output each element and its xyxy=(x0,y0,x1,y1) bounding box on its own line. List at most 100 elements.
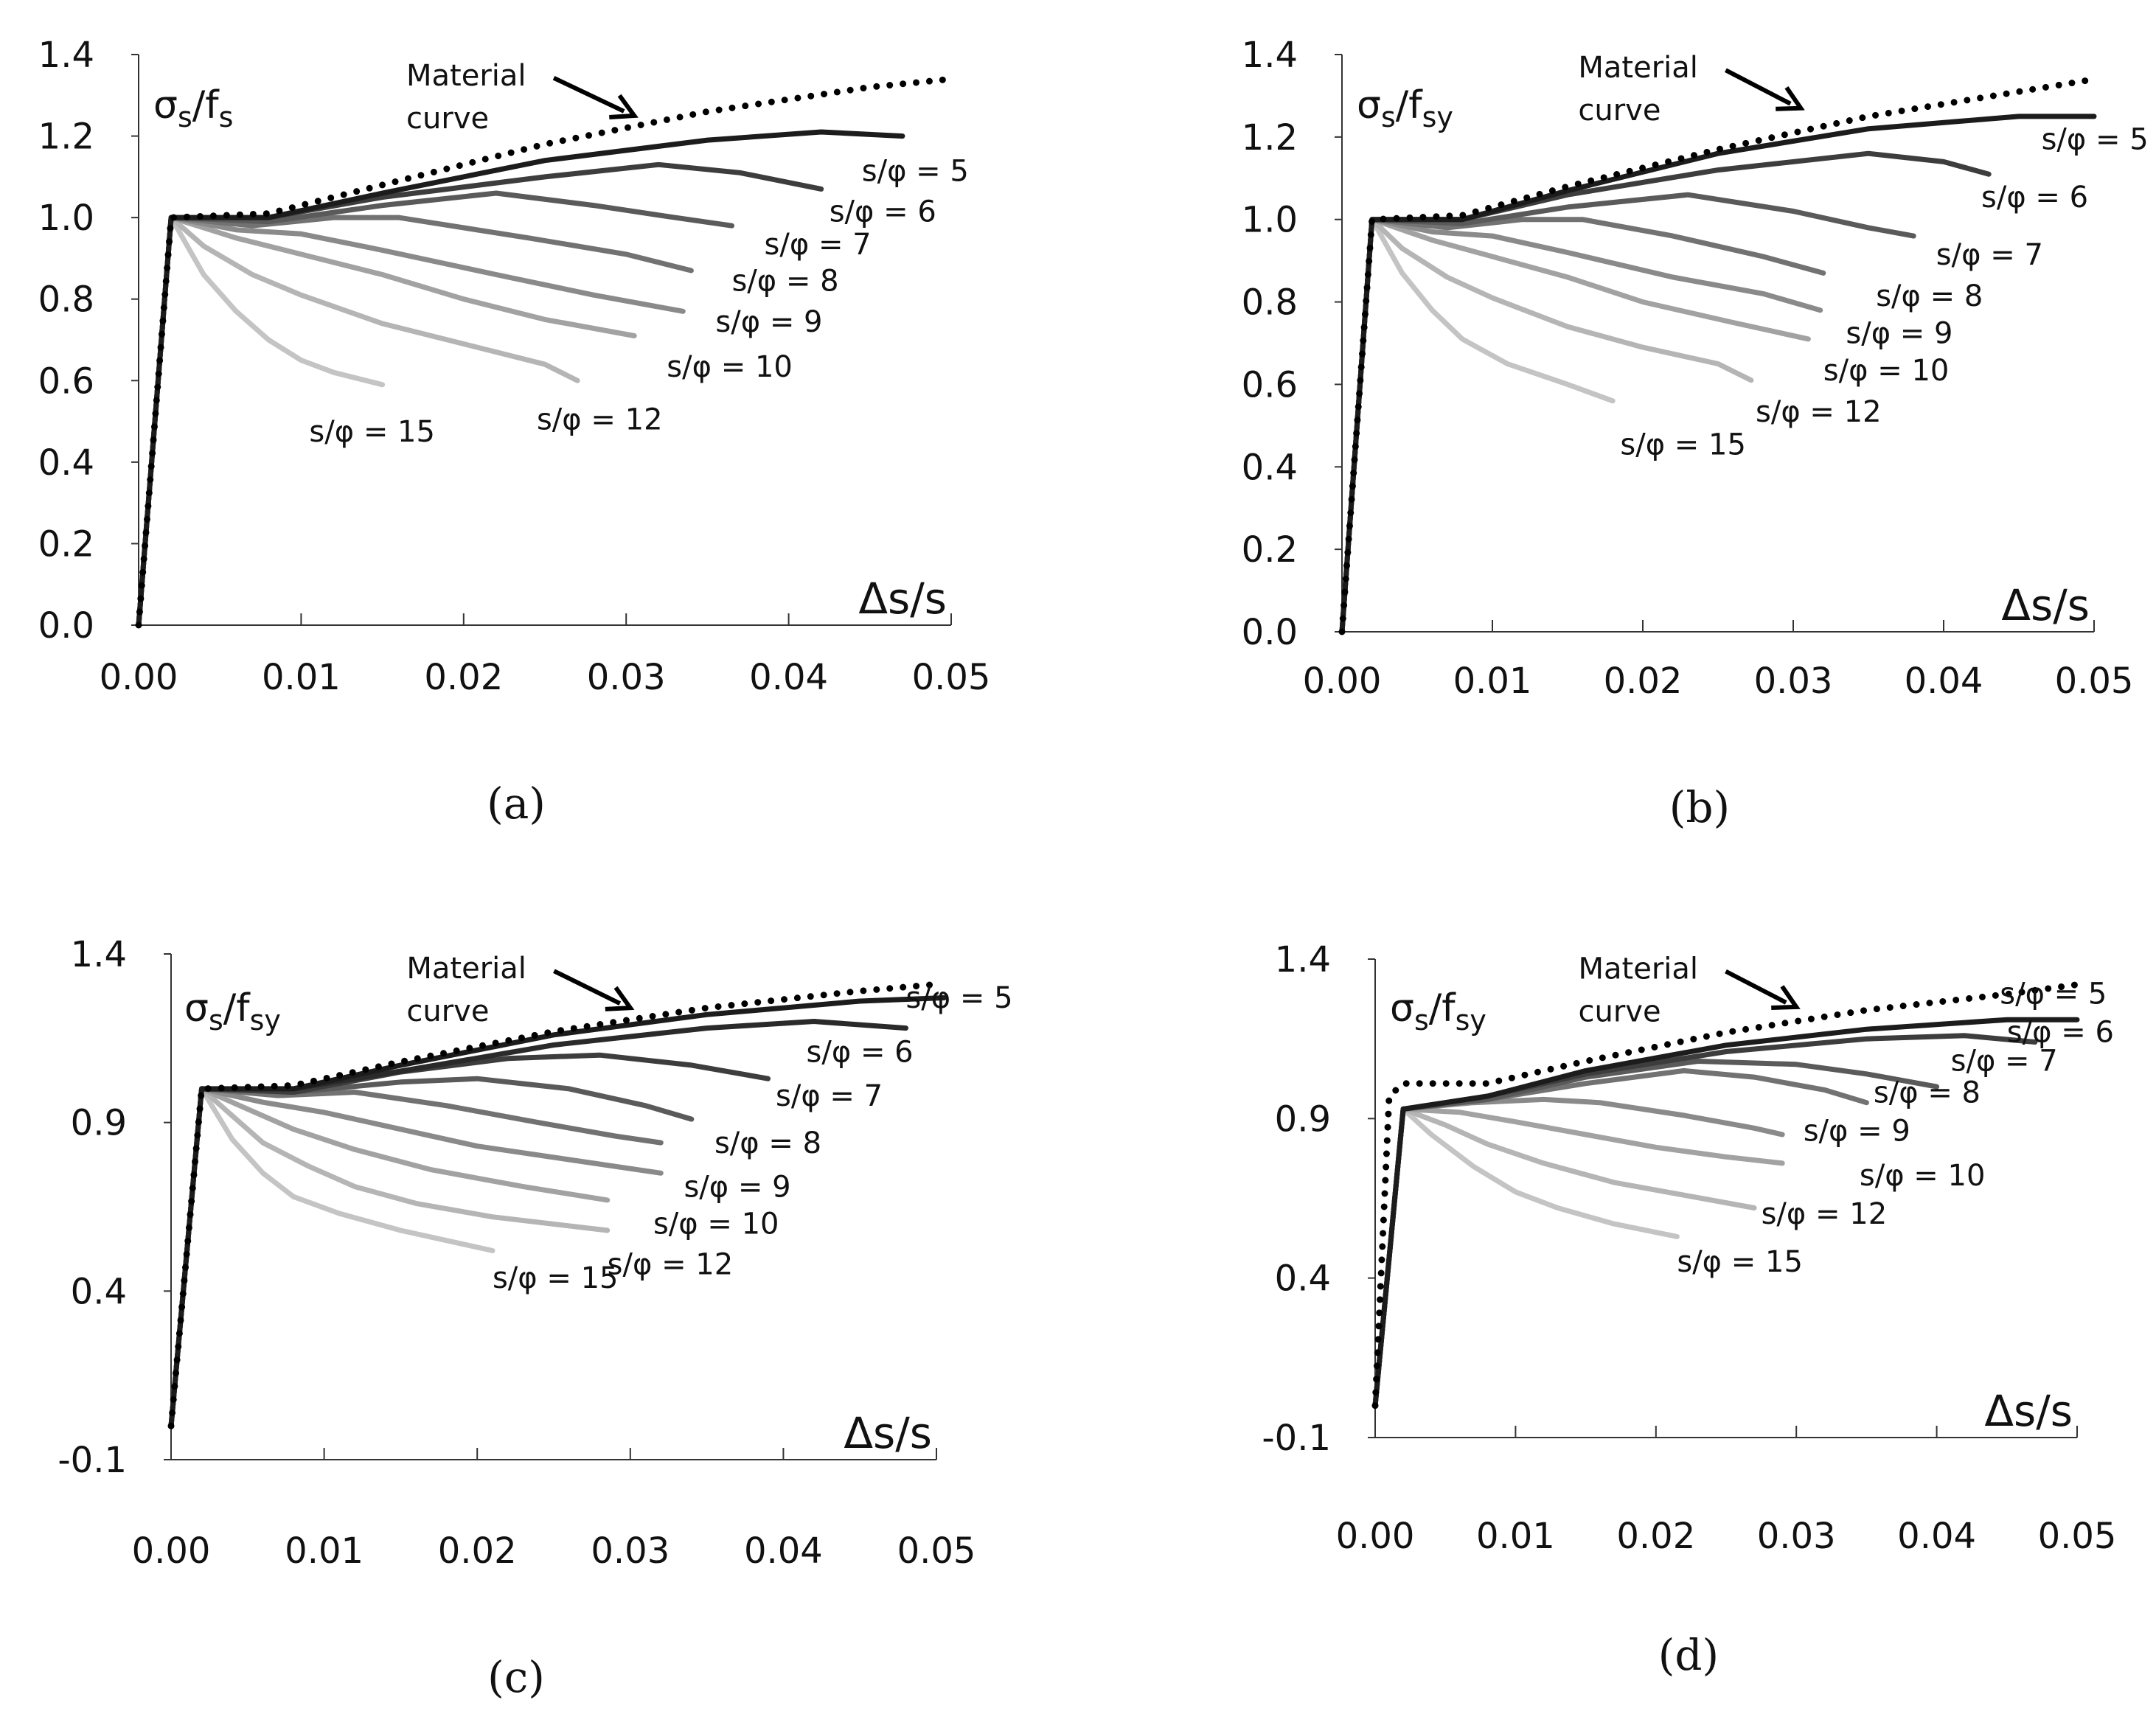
y-tick-label: 0.0 xyxy=(38,605,94,647)
x-tick-label: 0.00 xyxy=(100,657,178,698)
series-label: s/φ = 15 xyxy=(493,1261,619,1295)
x-tick-label: 0.01 xyxy=(1476,1516,1555,1557)
series-label: s/φ = 15 xyxy=(1677,1245,1803,1279)
y-tick-label: 0.4 xyxy=(1242,447,1298,488)
x-tick-label: 0.03 xyxy=(591,1530,670,1572)
material-arrow xyxy=(552,76,625,114)
series-line xyxy=(1372,1106,1680,1409)
y-tick-label: 0.9 xyxy=(71,1103,127,1144)
x-tick-label: 0.04 xyxy=(749,657,828,698)
x-tick-label: 0.01 xyxy=(262,657,341,698)
chart-panel-2: -0.1 0.4 0.9 1.4 0.00 0.01 0.02 0.03 0.04 0.05 σs/… xyxy=(58,934,1012,1702)
y-axis-label: σs/fs xyxy=(153,83,233,133)
material-label: curve xyxy=(1578,94,1661,128)
x-axis-label: Δs/s xyxy=(2001,580,2090,630)
x-tick-label: 0.02 xyxy=(1616,1516,1695,1557)
x-tick-label: 0.03 xyxy=(1754,661,1833,702)
series-line xyxy=(1339,114,2097,635)
material-label: Material xyxy=(406,59,526,93)
x-tick-label: 0.00 xyxy=(1336,1516,1415,1557)
y-tick-label: 0.4 xyxy=(1275,1258,1331,1300)
y-tick-label: 0.0 xyxy=(1242,612,1298,653)
series-line xyxy=(1372,1017,2080,1409)
x-tick-label: 0.00 xyxy=(132,1530,211,1572)
series-label: s/φ = 8 xyxy=(1876,279,1983,313)
y-tick-label: 1.2 xyxy=(38,116,94,158)
y-axis-label: σs/fsy xyxy=(1357,83,1453,133)
material-curve-line xyxy=(1371,981,2081,1410)
y-tick-label: -0.1 xyxy=(1262,1418,1331,1459)
series-label: s/φ = 12 xyxy=(537,403,663,437)
material-arrow-head xyxy=(1771,985,1801,1011)
y-tick-label: 0.4 xyxy=(38,442,94,484)
series-label: s/φ = 6 xyxy=(1981,181,2088,215)
x-axis-label: Δs/s xyxy=(844,1408,932,1458)
material-arrow-head xyxy=(609,94,639,120)
y-tick-label: 0.6 xyxy=(1242,364,1298,405)
material-arrow xyxy=(553,969,622,1006)
series-label: s/φ = 10 xyxy=(653,1208,779,1241)
x-tick-label: 0.05 xyxy=(2055,661,2134,702)
y-tick-label: 0.6 xyxy=(38,360,94,402)
series-label: s/φ = 10 xyxy=(667,350,793,384)
x-tick-label: 0.05 xyxy=(897,1530,976,1572)
series-label: s/φ = 8 xyxy=(731,265,838,299)
x-tick-label: 0.02 xyxy=(424,657,503,698)
y-tick-label: 1.0 xyxy=(1242,200,1298,241)
x-tick-label: 0.01 xyxy=(1453,661,1532,702)
y-tick-label: 1.2 xyxy=(1242,117,1298,158)
series-label: s/φ = 8 xyxy=(714,1126,821,1160)
series-line xyxy=(291,1019,908,1092)
series-line xyxy=(136,215,386,628)
series-label: s/φ = 9 xyxy=(715,305,822,339)
series-label: s/φ = 7 xyxy=(776,1079,883,1113)
material-arrow xyxy=(1725,68,1792,106)
series-line xyxy=(136,215,580,628)
series-label: s/φ = 9 xyxy=(1804,1115,1910,1149)
material-label: curve xyxy=(406,994,489,1028)
series-line xyxy=(168,1086,611,1429)
series-label: s/φ = 6 xyxy=(807,1035,914,1069)
x-tick-label: 0.05 xyxy=(2038,1516,2117,1557)
x-axis-label: Δs/s xyxy=(858,574,947,624)
chart-panel-0: 0.0 0.2 0.4 0.6 0.8 1.0 1.2 1.4 0.00 0.01 0.02 0.03… xyxy=(38,35,991,829)
x-tick-label: 0.02 xyxy=(438,1530,517,1572)
material-arrow-head xyxy=(605,986,635,1011)
material-label: Material xyxy=(1579,952,1699,986)
x-tick-label: 0.04 xyxy=(1897,1516,1976,1557)
material-arrow-head xyxy=(1776,86,1805,111)
panel-label: (a) xyxy=(487,778,546,829)
series-label: s/φ = 8 xyxy=(1874,1076,1981,1110)
series-line xyxy=(168,1086,495,1429)
series-label: s/φ = 12 xyxy=(608,1247,734,1281)
chart-panel-3: -0.1 0.4 0.9 1.4 0.00 0.01 0.02 0.03 0.04 0.05 σs/… xyxy=(1262,939,2116,1680)
series-label: s/φ = 5 xyxy=(2042,123,2149,157)
x-tick-label: 0.04 xyxy=(1905,661,1983,702)
x-tick-label: 0.05 xyxy=(912,657,991,698)
series-label: s/φ = 12 xyxy=(1762,1197,1888,1231)
chart-panel-1: 0.0 0.2 0.4 0.6 0.8 1.0 1.2 1.4 0.00 0.01 0.02 0.03… xyxy=(1242,35,2149,832)
series-label: s/φ = 10 xyxy=(1823,354,1950,388)
series-line xyxy=(168,1086,664,1429)
y-axis-label: σs/fsy xyxy=(184,986,281,1037)
y-tick-label: 1.0 xyxy=(38,198,94,239)
material-label: Material xyxy=(406,952,526,986)
series-label: s/φ = 15 xyxy=(1620,428,1746,462)
series-label: s/φ = 7 xyxy=(1936,238,2043,272)
y-tick-label: 0.9 xyxy=(1275,1098,1331,1140)
series-label: s/φ = 12 xyxy=(1756,395,1882,429)
series-line xyxy=(1372,1067,1869,1409)
panel-label: (c) xyxy=(487,1652,545,1702)
x-tick-label: 0.00 xyxy=(1303,661,1382,702)
y-tick-label: 1.4 xyxy=(1275,939,1331,980)
x-tick-label: 0.03 xyxy=(1757,1516,1836,1557)
x-tick-label: 0.03 xyxy=(587,657,666,698)
series-line xyxy=(168,995,947,1429)
panel-label: (d) xyxy=(1658,1630,1719,1680)
series-label: s/φ = 7 xyxy=(765,228,872,262)
material-arrow xyxy=(1725,969,1787,1005)
series-line xyxy=(136,161,824,628)
series-label: s/φ = 10 xyxy=(1860,1159,1986,1193)
material-label: Material xyxy=(1578,51,1698,85)
